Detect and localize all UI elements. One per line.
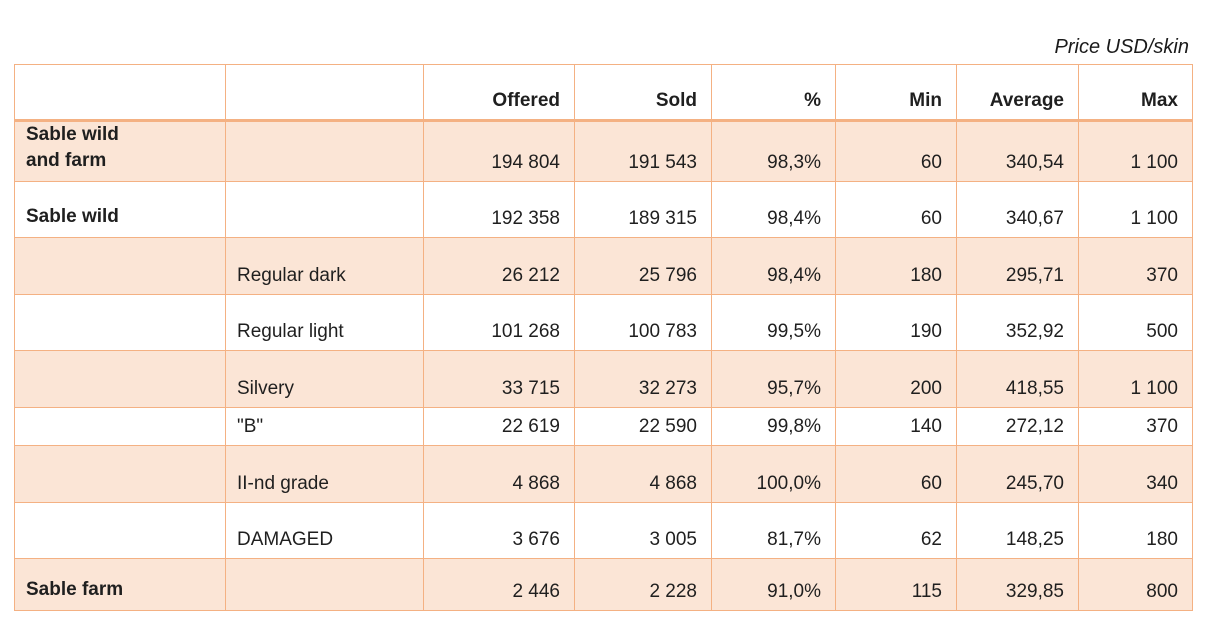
cell-offered: 3 676 [423,502,575,559]
cell-offered: 4 868 [423,445,575,503]
cell-max: 340 [1078,445,1193,503]
table-row: Regular dark 26 212 25 796 98,4% 180 295… [14,237,1193,295]
cell-percent: 100,0% [711,445,836,503]
row-group-label: Sable wild [14,181,226,238]
table-row: Silvery 33 715 32 273 95,7% 200 418,55 1… [14,350,1193,408]
cell-percent: 81,7% [711,502,836,559]
cell-average: 245,70 [956,445,1079,503]
col-header-average: Average [956,64,1079,122]
cell-min: 60 [835,445,957,503]
row-sub-label: DAMAGED [225,502,424,559]
cell-offered: 192 358 [423,181,575,238]
cell-max: 500 [1078,294,1193,351]
cell-max: 1 100 [1078,350,1193,408]
cell-min: 190 [835,294,957,351]
table-body: Sable wild and farm 194 804 191 543 98,3… [14,120,1193,611]
row-group-label [14,237,226,295]
col-header-min: Min [835,64,957,122]
cell-offered: 26 212 [423,237,575,295]
price-table: Offered Sold % Min Average Max Sable wil… [14,64,1193,611]
col-header-sub [225,64,424,122]
row-sub-label: Regular light [225,294,424,351]
cell-max: 370 [1078,407,1193,446]
row-sub-label: "B" [225,407,424,446]
cell-percent: 98,4% [711,237,836,295]
cell-percent: 99,5% [711,294,836,351]
cell-min: 200 [835,350,957,408]
header-row: Offered Sold % Min Average Max [14,64,1193,122]
cell-offered: 194 804 [423,120,575,182]
cell-max: 1 100 [1078,120,1193,182]
cell-max: 370 [1078,237,1193,295]
row-group-label: Sable farm [14,558,226,611]
col-header-group [14,64,226,122]
table-row: Regular light 101 268 100 783 99,5% 190 … [14,294,1193,351]
row-sub-label [225,558,424,611]
cell-percent: 99,8% [711,407,836,446]
cell-max: 180 [1078,502,1193,559]
cell-max: 1 100 [1078,181,1193,238]
table-row: Sable wild 192 358 189 315 98,4% 60 340,… [14,181,1193,238]
cell-min: 62 [835,502,957,559]
cell-percent: 95,7% [711,350,836,408]
row-group-label [14,407,226,446]
cell-percent: 91,0% [711,558,836,611]
cell-percent: 98,4% [711,181,836,238]
col-header-sold: Sold [574,64,712,122]
cell-sold: 189 315 [574,181,712,238]
table-row: Sable farm 2 446 2 228 91,0% 115 329,85 … [14,558,1193,611]
cell-max: 800 [1078,558,1193,611]
row-group-label: Sable wild and farm [14,120,226,182]
row-sub-label: Regular dark [225,237,424,295]
row-group-label [14,294,226,351]
row-sub-label [225,120,424,182]
cell-min: 180 [835,237,957,295]
cell-offered: 33 715 [423,350,575,408]
table-row: Sable wild and farm 194 804 191 543 98,3… [14,120,1193,182]
row-group-label [14,445,226,503]
cell-sold: 22 590 [574,407,712,446]
cell-average: 148,25 [956,502,1079,559]
cell-sold: 32 273 [574,350,712,408]
cell-average: 340,54 [956,120,1079,182]
price-unit-note: Price USD/skin [1054,36,1189,58]
cell-sold: 3 005 [574,502,712,559]
cell-average: 352,92 [956,294,1079,351]
col-header-max: Max [1078,64,1193,122]
cell-average: 295,71 [956,237,1079,295]
cell-min: 115 [835,558,957,611]
cell-sold: 100 783 [574,294,712,351]
cell-sold: 25 796 [574,237,712,295]
row-group-label [14,350,226,408]
cell-average: 329,85 [956,558,1079,611]
row-sub-label: Silvery [225,350,424,408]
col-header-offered: Offered [423,64,575,122]
cell-average: 340,67 [956,181,1079,238]
cell-offered: 101 268 [423,294,575,351]
cell-min: 60 [835,181,957,238]
cell-min: 60 [835,120,957,182]
cell-min: 140 [835,407,957,446]
cell-average: 272,12 [956,407,1079,446]
row-sub-label [225,181,424,238]
row-group-label [14,502,226,559]
table-row: II-nd grade 4 868 4 868 100,0% 60 245,70… [14,445,1193,503]
cell-sold: 4 868 [574,445,712,503]
col-header-percent: % [711,64,836,122]
table-row: "B" 22 619 22 590 99,8% 140 272,12 370 [14,407,1193,446]
cell-offered: 22 619 [423,407,575,446]
cell-average: 418,55 [956,350,1079,408]
cell-percent: 98,3% [711,120,836,182]
table-row: DAMAGED 3 676 3 005 81,7% 62 148,25 180 [14,502,1193,559]
cell-sold: 2 228 [574,558,712,611]
row-sub-label: II-nd grade [225,445,424,503]
cell-offered: 2 446 [423,558,575,611]
cell-sold: 191 543 [574,120,712,182]
